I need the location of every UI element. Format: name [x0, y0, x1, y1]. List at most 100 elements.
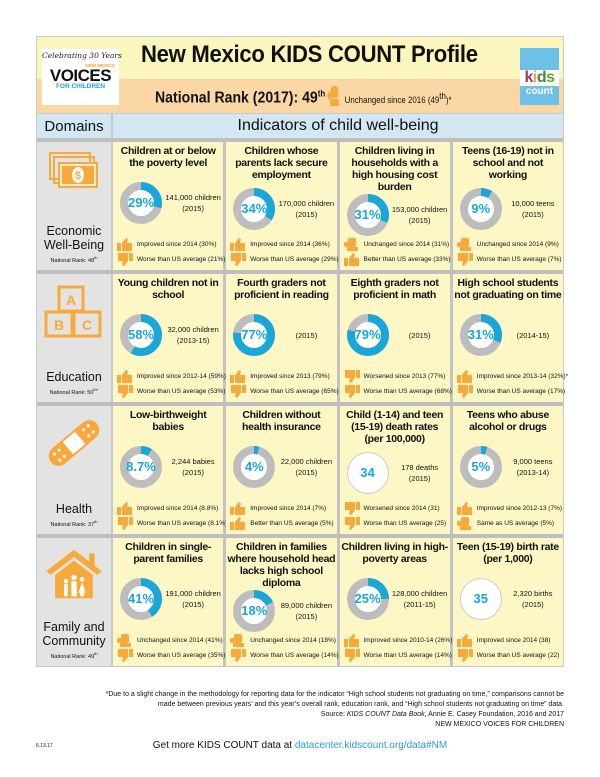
hand-flat-icon [117, 634, 137, 647]
trend-text: Worsened since 2013 (77%) [363, 373, 446, 380]
trend-item: Worse than US average (53%) [113, 384, 226, 399]
indicator-count: (2014-15) [503, 330, 563, 341]
indicator-title: Child (1-14) and teen (15-19) death rate… [346, 409, 444, 445]
indicator-title: Children living in high-poverty areas [341, 541, 448, 565]
trend-list: Unchanged since 2014 (9%) Worse than US a… [453, 237, 563, 267]
donut-chart [346, 314, 389, 356]
indicator-figure: 77% (2015) [226, 313, 336, 357]
indicator-figure: 25% 128,000 children (2011-15) [340, 577, 450, 621]
count-text: 2,320 births [513, 589, 553, 598]
indicator-value: 79% [354, 327, 381, 342]
money-icon: $ [49, 142, 99, 197]
date: 6.13.17 [36, 743, 53, 749]
trend-text: Worse than US average (68%) [363, 388, 452, 395]
year-text: (2015) [522, 210, 544, 219]
svg-text:B: B [54, 317, 64, 333]
thumbs-up-icon [230, 502, 250, 515]
trend-text: Unchanged since 2014 (9%) [476, 241, 559, 248]
indicator-count: 22,000 children (2015) [276, 456, 336, 478]
rank-bar [37, 79, 563, 113]
indicator-card: Children at or below the poverty level 29… [113, 142, 227, 270]
logo-tagline: Celebrating 30 Years [42, 51, 122, 60]
trend-item: Unchanged since 2014 (31%) [340, 237, 450, 252]
trend-text: Improved since 2012-14 (59%) [137, 373, 226, 380]
thumbs-down-icon [457, 385, 477, 398]
indicator-card: Low-birthweight babies 8.7% 2,244 babies (2… [113, 406, 227, 534]
trend-text: Worse than US average (17%) [476, 388, 566, 395]
indicator-value: 34 [360, 465, 375, 480]
indicator-count: 89,000 children (2015) [276, 600, 336, 622]
indicator-value: 18% [241, 603, 268, 618]
svg-text:$: $ [75, 170, 81, 182]
donut-chart [346, 578, 389, 620]
trend-item: Worsened since 2013 (77%) [340, 369, 450, 384]
donut-chart [233, 590, 276, 632]
count-text: 9,000 teens [513, 457, 553, 466]
indicator-figure: 4% 22,000 children (2015) [226, 445, 336, 489]
donut-fill [459, 188, 502, 230]
kids-count-count: count [525, 86, 554, 97]
trend-item: Worsened since 2014 (31) [340, 501, 450, 516]
trend-text: Improved since 2013-14 (32%)* [476, 373, 569, 380]
year-text: (2015) [295, 468, 318, 477]
kidscount-link[interactable]: datacenter.kidscount.org/data#NM [294, 740, 448, 751]
thumbs-down-icon [230, 649, 250, 662]
national-rank: National Rank (2017): 49thUnchanged sinc… [155, 86, 452, 111]
domain-rank-label: National Rank: 49 [50, 654, 95, 660]
svg-text:C: C [82, 317, 92, 333]
year-text: (2015) [522, 600, 544, 609]
count-text: 32,000 children [167, 325, 219, 334]
count-text: 191,000 children [165, 589, 221, 598]
indicator-title: Children living in households with a hig… [351, 145, 438, 193]
donut-chart [459, 188, 502, 230]
trend-item: Worse than US average (14%) [340, 648, 452, 663]
rank-label: National Rank (2017): 49 [155, 89, 318, 107]
indicator-card: Children in single-parent families 41% 191… [113, 538, 227, 666]
trend-item: Same as US average (5%) [453, 516, 563, 531]
hand-flat-icon [343, 238, 364, 251]
domain-rank: National Rank: 50th* [50, 387, 99, 396]
year-text: (2015) [408, 330, 431, 340]
year-text: (2013-14) [516, 468, 550, 477]
indicator-value: 34% [241, 201, 268, 216]
indicator-count: (2015) [276, 330, 336, 341]
indicator-title: Young children not in school [117, 277, 219, 301]
domain-row: Family and Community National Rank: 49th C… [37, 534, 563, 666]
domain-name: Health [55, 502, 93, 517]
hand-flat-icon [456, 238, 477, 251]
kids-count-kids: kids [520, 70, 559, 86]
indicator-title: Teens (16-19) not in school and not work… [461, 145, 554, 181]
trend-text: Worse than US average (7%) [476, 256, 562, 263]
trend-list: Worsened since 2014 (31) Worse than US av… [340, 501, 450, 531]
trend-text: Worse than US average (53%) [137, 388, 226, 395]
trend-text: Improved since 2014 (38) [476, 637, 551, 644]
trend-item: Worse than US average (65%) [226, 384, 339, 399]
header: Celebrating 30 Years NEW MEXICO VOICES F… [37, 37, 563, 113]
indicator-title: Children whose parents lack secure emplo… [235, 145, 328, 181]
domains-header: Domains [37, 114, 113, 138]
trend-list: Improved since 2012-13 (7%) Same as US av… [453, 501, 563, 531]
donut-fill [346, 194, 389, 236]
indicator-count: 141,000 children (2015) [163, 192, 223, 214]
bandage-icon [44, 406, 104, 475]
thumbs-down-icon [344, 649, 364, 662]
donut-chart [233, 314, 276, 356]
trend-item: Worse than US average (68%) [340, 384, 452, 399]
trend-item: Improved since 2014 (38) [453, 633, 563, 648]
year-text: (2013-15) [176, 336, 210, 345]
indicator-card: Children living in households with a hig… [339, 142, 453, 270]
year-text: (2015) [408, 474, 431, 483]
trend-item: Unchanged since 2014 (18%) [226, 633, 336, 648]
trend-item: Worse than US average (29%) [226, 252, 339, 267]
thumbs-up-icon [230, 370, 250, 383]
trend-text: Improved since 2014 (30%) [137, 241, 217, 248]
indicator-title: High school students not graduating on t… [454, 277, 562, 301]
count-text: 153,000 children [391, 205, 448, 214]
thumbs-down-icon [230, 385, 250, 398]
donut-fill [233, 446, 276, 488]
column-header: Domains Indicators of child well-being [37, 113, 563, 138]
trend-text: Unchanged since 2014 (31%) [363, 241, 450, 248]
rank-suffix: th [317, 88, 326, 99]
trend-text: Worse than US average (14%) [250, 652, 339, 659]
source-prefix: Source: [320, 711, 347, 718]
